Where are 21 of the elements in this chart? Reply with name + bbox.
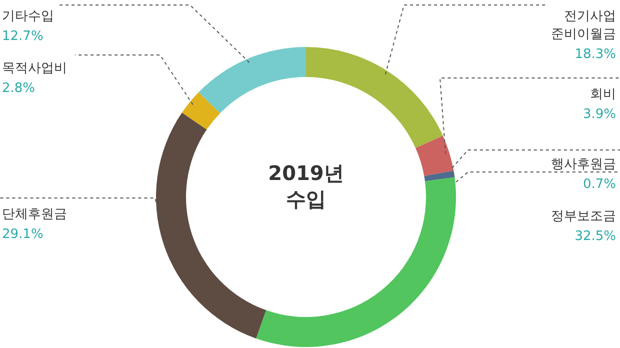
slice-label: 전기사업 준비이월금	[551, 9, 616, 42]
text: 2019년 수입	[268, 161, 344, 211]
slice-label: 회비	[590, 87, 616, 102]
donut-slice	[306, 47, 443, 148]
donut-slice	[198, 47, 306, 114]
data-label: 0.7%	[582, 177, 616, 192]
donut-slice	[182, 92, 220, 130]
slice-label: 목적사업비	[2, 61, 67, 76]
slice-label: 단체후원금	[2, 207, 67, 222]
data-label: 18.3%	[574, 47, 616, 62]
data-label: 32.5%	[574, 229, 616, 244]
slice-label: 기타수입	[2, 9, 54, 24]
donut-slice	[416, 136, 454, 176]
data-label: 2.8%	[2, 81, 36, 96]
data-label: 12.7%	[2, 29, 44, 44]
data-label: 29.1%	[2, 227, 44, 242]
donut-slice	[156, 112, 266, 338]
slice-label: 정부보조금	[551, 209, 616, 224]
slice-label: 행사후원금	[551, 157, 616, 172]
data-label: 3.9%	[582, 107, 616, 122]
donut-slice	[424, 170, 455, 182]
